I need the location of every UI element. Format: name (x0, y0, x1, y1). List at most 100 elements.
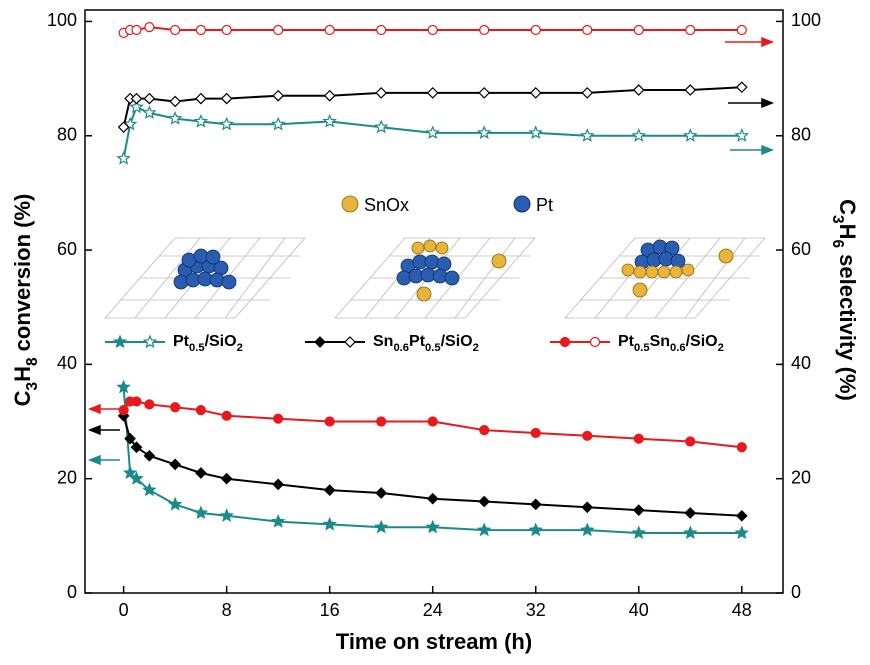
y2-tick-label: 40 (791, 353, 811, 373)
x-tick-label: 40 (629, 600, 649, 620)
x-tick-label: 16 (320, 600, 340, 620)
y-tick-label: 80 (57, 124, 77, 144)
marker (736, 442, 747, 453)
marker (580, 522, 595, 537)
marker (117, 121, 130, 134)
marker (193, 113, 209, 128)
marker (631, 525, 647, 540)
marker (116, 379, 131, 394)
marker (219, 116, 234, 131)
marker (144, 22, 155, 33)
marker (479, 425, 490, 436)
illustration (104, 195, 766, 319)
marker (220, 92, 233, 105)
marker (131, 24, 142, 36)
marker (144, 399, 155, 410)
marker (684, 507, 697, 519)
annotation: Pt (536, 195, 553, 215)
marker (142, 482, 157, 497)
marker (130, 92, 143, 105)
y2-tick-label: 60 (791, 239, 811, 259)
legend-marker (112, 334, 128, 349)
y-tick-label: 20 (57, 467, 77, 487)
marker (633, 433, 644, 444)
marker (582, 430, 593, 441)
marker (684, 84, 697, 96)
marker (323, 484, 336, 496)
x-tick-label: 48 (732, 600, 752, 620)
marker (375, 87, 388, 99)
marker (530, 24, 541, 36)
marker (322, 113, 337, 128)
marker (142, 105, 157, 119)
marker (195, 24, 207, 36)
x-tick-label: 24 (423, 600, 443, 620)
marker (579, 128, 595, 142)
marker (685, 24, 696, 36)
marker (273, 413, 284, 424)
marker (169, 458, 181, 471)
legend-label: Pt0.5/SiO2 (173, 333, 243, 354)
legend-marker (559, 336, 571, 348)
marker (124, 432, 136, 445)
marker (374, 519, 389, 534)
marker (685, 436, 696, 447)
marker (271, 116, 286, 131)
marker (129, 471, 144, 485)
y2-axis-title: C3H6 selectivity (%) (829, 199, 860, 401)
y2-tick-label: 20 (791, 467, 811, 487)
marker (529, 498, 542, 511)
x-tick-label: 0 (119, 600, 129, 620)
marker (478, 495, 491, 508)
marker (195, 404, 207, 416)
marker (427, 24, 438, 36)
y-tick-label: 40 (57, 353, 77, 373)
marker (734, 525, 749, 540)
marker (477, 522, 492, 537)
marker (122, 465, 138, 480)
marker (425, 125, 440, 139)
y-tick-label: 60 (57, 239, 77, 259)
marker (272, 89, 285, 102)
marker (323, 89, 336, 102)
marker (169, 95, 181, 108)
marker (143, 92, 156, 105)
marker (273, 24, 284, 36)
marker (221, 410, 232, 421)
marker (272, 478, 285, 491)
marker (167, 496, 183, 511)
marker (375, 487, 388, 499)
y2-tick-label: 80 (791, 124, 811, 144)
marker (631, 128, 647, 142)
legend-marker (314, 336, 326, 348)
marker (129, 99, 144, 114)
marker (219, 508, 234, 523)
marker (193, 505, 209, 520)
marker (528, 522, 543, 537)
marker (683, 525, 698, 540)
legend-label: Sn0.6Pt0.5/SiO2 (373, 333, 479, 354)
marker (478, 87, 491, 99)
y-tick-label: 0 (67, 582, 77, 602)
marker (324, 24, 335, 36)
marker (374, 119, 389, 134)
marker (581, 501, 594, 514)
marker (632, 504, 645, 516)
marker (683, 128, 698, 142)
x-tick-label: 32 (526, 600, 546, 620)
y-axis-title: C3H8 conversion (%) (10, 194, 41, 407)
marker (426, 492, 439, 505)
marker (195, 467, 207, 479)
marker (324, 416, 335, 427)
marker (271, 514, 286, 528)
marker (528, 125, 543, 139)
marker (633, 24, 644, 36)
marker (735, 509, 748, 522)
legend-marker (344, 336, 356, 348)
marker (426, 87, 439, 99)
marker (582, 24, 593, 36)
marker (530, 427, 541, 439)
marker (221, 24, 232, 36)
marker (734, 128, 749, 142)
y2-tick-label: 0 (791, 582, 801, 602)
